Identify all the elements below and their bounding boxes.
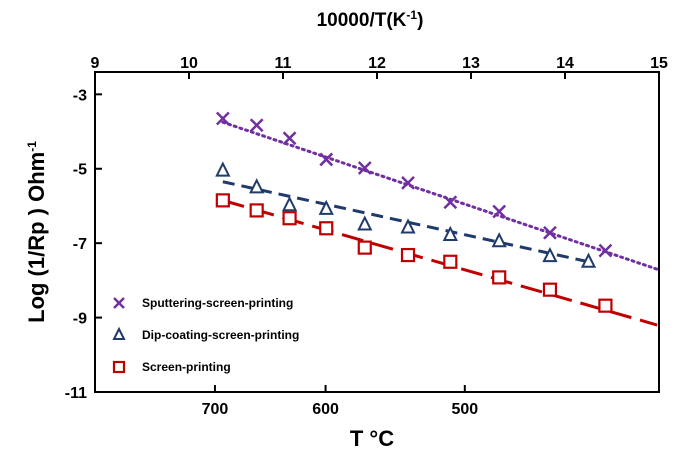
data-point-square <box>542 282 558 297</box>
top-axis-title-end: ) <box>417 10 423 31</box>
data-point-square <box>249 203 264 218</box>
plot-frame <box>94 71 660 393</box>
data-point-triangle <box>281 195 298 212</box>
y-axis-title-sup: -1 <box>25 141 39 152</box>
y-axis-title: Log (1/Rp ) Ohm-1 <box>24 141 49 323</box>
bottom-tick-label: 500 <box>451 401 478 418</box>
fit-line-x <box>221 120 659 271</box>
data-point-x <box>598 243 613 258</box>
data-point-x <box>443 195 458 210</box>
top-axis-title: 10000/T(K-1) <box>317 8 424 31</box>
bottom-axis-ticks: 700 600 500 <box>202 385 478 418</box>
y-axis-ticks: -3 -5 -7 -9 -11 <box>65 87 102 402</box>
y-tick-label: -11 <box>65 385 87 402</box>
data-point-square <box>598 298 613 313</box>
data-point-triangle <box>249 178 265 194</box>
y-tick-label: -9 <box>73 311 87 328</box>
data-point-square <box>319 221 334 236</box>
data-point-triangle <box>442 225 458 241</box>
top-axis-ticks: 9 10 11 12 13 14 15 <box>91 55 668 79</box>
data-point-triangle <box>580 252 597 268</box>
legend-label: Sputtering-screen-printing <box>142 296 293 310</box>
top-tick-label: 9 <box>91 55 100 72</box>
top-tick-label: 10 <box>180 55 198 72</box>
data-point-square <box>357 240 372 255</box>
data-point-square <box>215 193 230 208</box>
data-point-square <box>443 254 458 269</box>
top-axis-title-text: 10000/T(K <box>317 10 407 31</box>
top-tick-label: 14 <box>556 55 574 72</box>
data-point-triangle <box>215 161 231 177</box>
y-tick-label: -5 <box>73 162 87 179</box>
data-point-x <box>215 111 230 126</box>
data-point-triangle <box>357 215 373 231</box>
data-point-x <box>357 161 372 175</box>
legend-marker-triangle <box>112 326 126 340</box>
top-axis-title-sup: -1 <box>406 8 417 22</box>
top-tick-label: 13 <box>462 55 480 72</box>
legend-label: Screen-printing <box>142 360 231 374</box>
data-point-x <box>282 131 297 146</box>
data-point-triangle <box>400 218 416 234</box>
y-tick-label: -3 <box>73 87 87 104</box>
top-tick-label: 11 <box>275 55 292 72</box>
data-point-triangle <box>542 246 558 263</box>
data-point-square <box>400 247 416 263</box>
legend-marker-square <box>112 360 126 374</box>
fit-line-triangle <box>222 180 589 264</box>
legend-marker-x <box>113 297 125 309</box>
bottom-tick-label: 600 <box>312 401 339 418</box>
data-point-x <box>249 118 264 133</box>
data-point-triangle <box>491 232 507 248</box>
data-point-triangle <box>318 199 334 215</box>
data-point-x <box>319 152 334 167</box>
legend-label: Dip-coating-screen-printing <box>142 328 299 342</box>
y-axis-title-text: Log (1/Rp ) Ohm <box>24 152 49 323</box>
data-point-square <box>492 270 507 285</box>
y-tick-label: -7 <box>73 236 87 253</box>
top-tick-label: 12 <box>368 55 386 72</box>
data-point-x <box>401 175 415 190</box>
data-point-x <box>543 225 557 240</box>
data-point-x <box>492 204 507 219</box>
bottom-axis-title: T °C <box>350 426 394 451</box>
data-markers <box>215 111 613 313</box>
top-tick-label: 15 <box>650 55 668 72</box>
data-point-square <box>282 211 297 226</box>
bottom-tick-label: 700 <box>202 401 229 418</box>
legend: Sputtering-screen-printing Dip-coating-sc… <box>112 296 299 374</box>
